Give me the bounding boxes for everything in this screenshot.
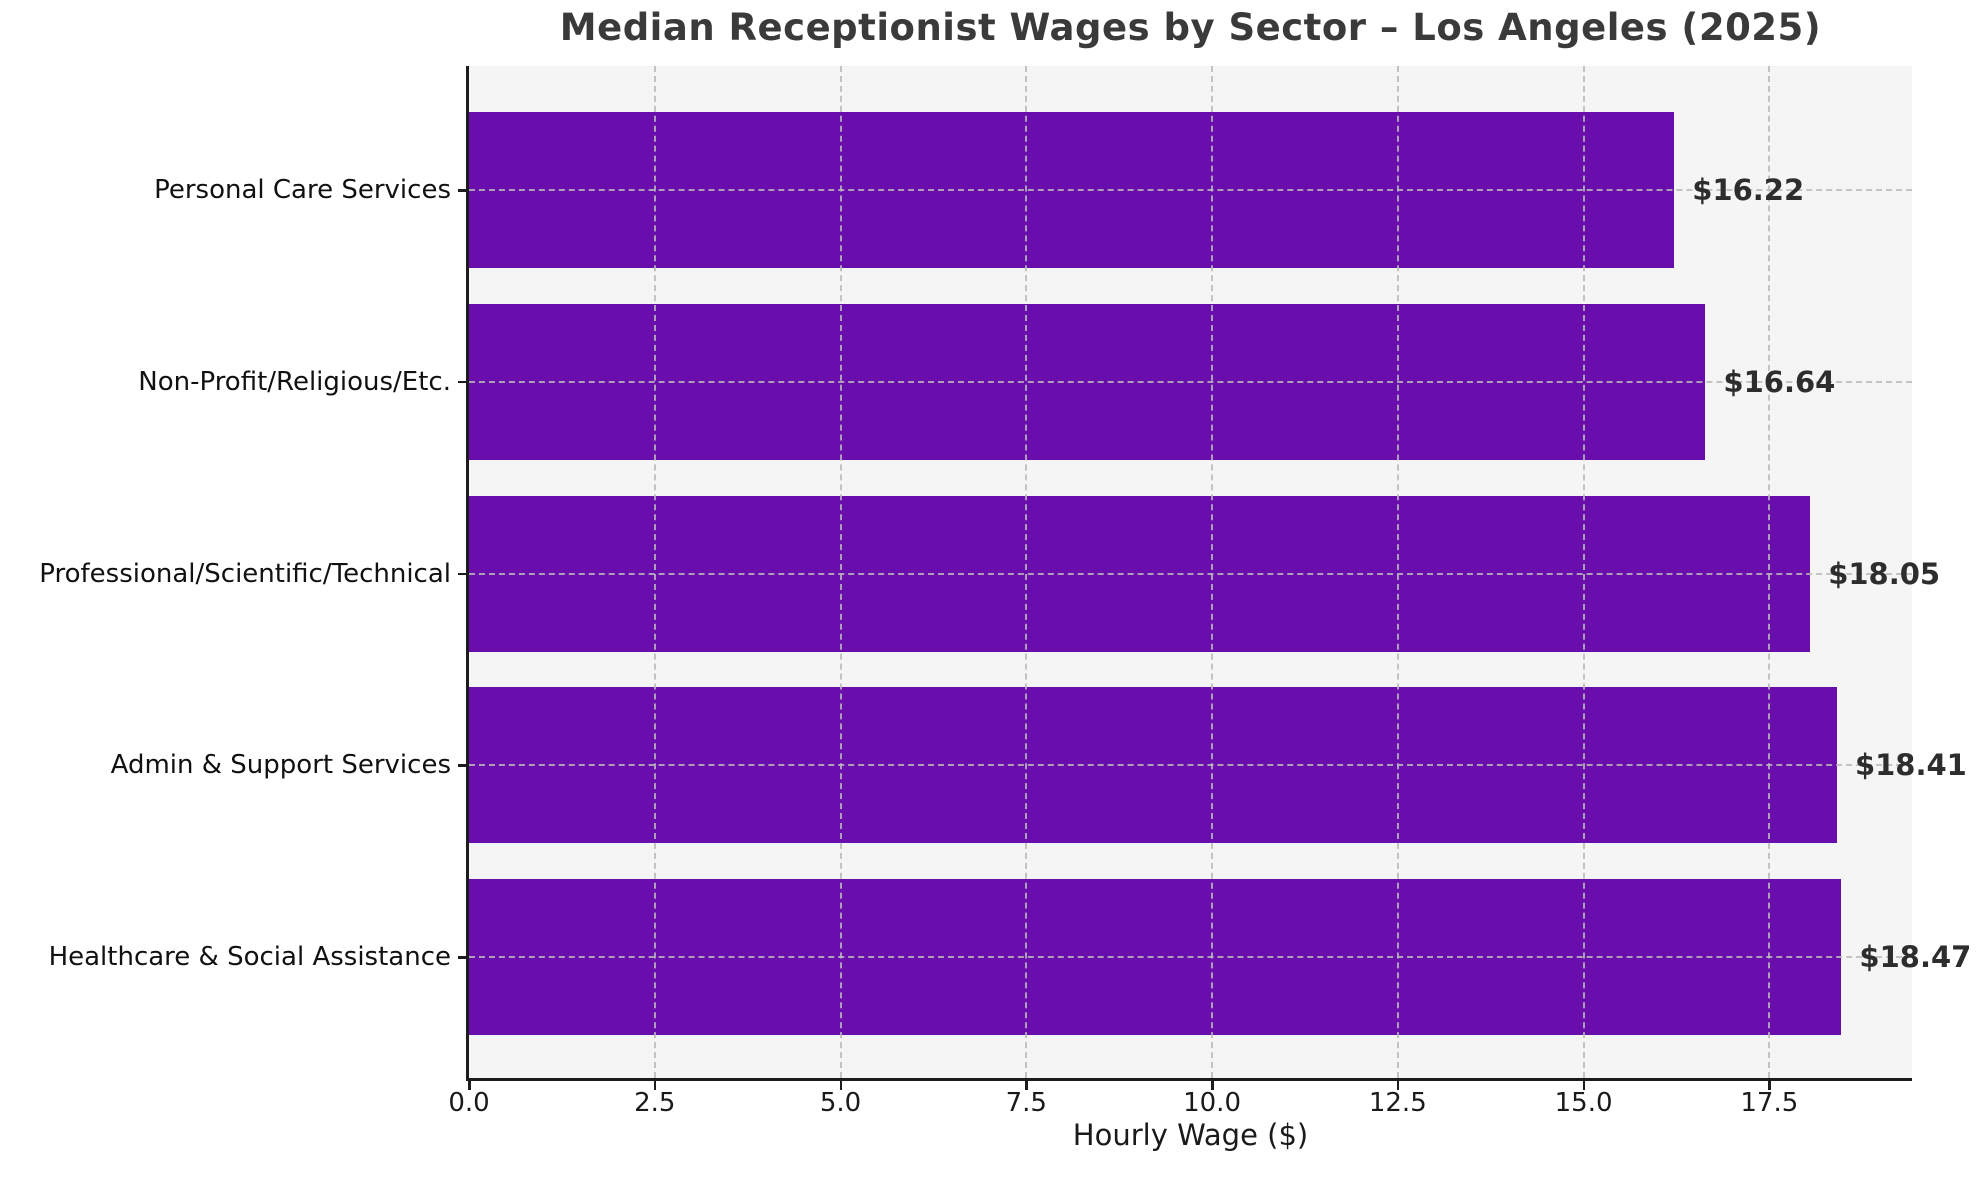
y-tick [458, 572, 466, 575]
x-tick [839, 1081, 843, 1090]
value-label: $18.47 [1859, 940, 1972, 974]
x-gridline [1396, 66, 1399, 1078]
x-tick-label: 0.0 [448, 1088, 490, 1118]
category-label: Personal Care Services [154, 175, 451, 205]
x-gridline [1025, 66, 1028, 1078]
category-label: Healthcare & Social Assistance [48, 942, 451, 972]
x-tick-label: 5.0 [819, 1088, 862, 1118]
x-tick [1768, 1081, 1771, 1090]
x-tick-label: 10.0 [1183, 1088, 1241, 1118]
x-tick [1396, 1081, 1400, 1090]
value-label: $16.64 [1723, 364, 1836, 399]
x-tick [1211, 1081, 1214, 1090]
y-axis-spine [466, 66, 469, 1081]
y-tick [458, 189, 466, 192]
value-label: $18.41 [1854, 748, 1967, 783]
x-gridline [653, 66, 656, 1078]
x-tick [1582, 1081, 1586, 1090]
x-tick [653, 1081, 657, 1090]
x-gridline [1768, 66, 1771, 1078]
y-gridline [469, 764, 1912, 767]
chart-title: Median Receptionist Wages by Sector – Lo… [559, 6, 1822, 49]
category-label: Non-Profit/Religious/Etc. [138, 366, 451, 397]
x-tick-label: 15.0 [1554, 1088, 1613, 1118]
x-tick-label: 7.5 [1005, 1088, 1047, 1118]
x-gridline [1211, 66, 1214, 1078]
x-axis-label: Hourly Wage ($) [1072, 1118, 1309, 1152]
x-axis-spine [466, 1078, 1912, 1081]
y-gridline [469, 572, 1912, 575]
category-label: Professional/Scientific/Technical [39, 558, 451, 589]
value-label: $16.22 [1692, 173, 1805, 207]
x-tick-label: 12.5 [1368, 1088, 1427, 1118]
y-tick [458, 380, 466, 384]
y-tick [458, 764, 466, 767]
y-gridline [469, 189, 1912, 191]
x-gridline [839, 66, 842, 1078]
x-gridline [1582, 66, 1585, 1078]
x-tick-label: 17.5 [1740, 1088, 1799, 1118]
x-tick-label: 2.5 [634, 1088, 676, 1118]
category-label: Admin & Support Services [110, 750, 451, 781]
x-tick [1025, 1081, 1028, 1090]
y-tick [458, 956, 466, 959]
y-gridline [469, 380, 1912, 383]
y-gridline [469, 956, 1912, 958]
value-label: $18.05 [1828, 556, 1941, 591]
x-tick [468, 1081, 471, 1090]
